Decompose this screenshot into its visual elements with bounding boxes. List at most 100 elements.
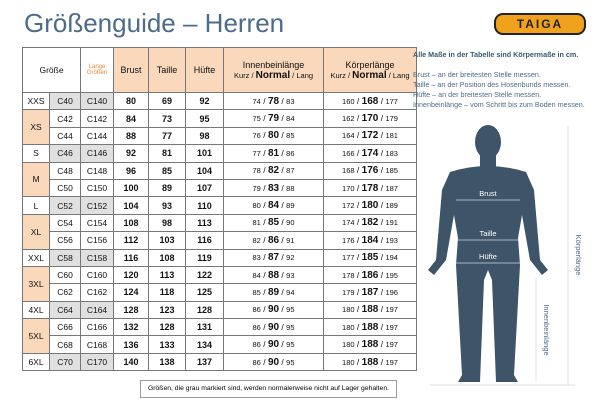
value: 92 <box>286 253 295 263</box>
value: 184 <box>361 234 379 246</box>
measure-cell: 88 <box>113 126 149 146</box>
value: 95 <box>286 357 295 367</box>
measure-cell: 124 <box>113 283 149 302</box>
title: Größenguide – Herren <box>24 8 285 38</box>
value: 82 <box>267 165 280 177</box>
code-cell: C166 <box>80 318 114 337</box>
col-header: Brust <box>113 47 149 93</box>
value: 176 <box>342 235 355 245</box>
header-text: Innenbeinlänge <box>242 59 305 70</box>
code-cell: C66 <box>49 318 81 337</box>
code-cell: C152 <box>80 196 114 215</box>
value: 180 <box>342 357 355 367</box>
measure-cell: 113 <box>185 213 224 233</box>
value: 86 <box>252 305 261 315</box>
measure-cell: 92 <box>185 91 224 111</box>
table-row: C62 C162 124 118 125 85 / 89 / 94 179 / 187 / … <box>23 283 417 302</box>
value: 87 <box>267 252 280 264</box>
value: 86 <box>252 357 261 367</box>
measure-cell: 125 <box>185 283 224 302</box>
code-cell: C168 <box>80 335 114 354</box>
value: 178 <box>342 270 355 280</box>
measure-cell: 96 <box>113 161 149 180</box>
range-cell: 84 / 88 / 93 <box>223 265 324 285</box>
value: 85 <box>267 217 280 229</box>
range-cell: 86 / 90 / 95 <box>223 335 324 354</box>
value: 79 <box>267 113 280 125</box>
notes: Alle Maße in der Tabelle sind Körpermaße… <box>413 50 593 110</box>
value: 188 <box>361 356 379 368</box>
code-cell: C70 <box>49 352 81 372</box>
size-cell: XXS <box>22 91 50 111</box>
value: 80 <box>252 201 261 211</box>
value: 86 <box>286 148 295 158</box>
value: 76 <box>252 131 261 141</box>
value: 90 <box>267 304 280 316</box>
value: 174 <box>361 147 379 159</box>
measure-cell: 110 <box>185 196 224 215</box>
range-cell: 77 / 81 / 86 <box>223 144 324 163</box>
range-cell: 86 / 90 / 95 <box>223 318 324 337</box>
measure-cell: 119 <box>185 248 224 267</box>
value: 84 <box>286 114 295 124</box>
measure-cell: 123 <box>148 300 186 320</box>
range-cell: 79 / 83 / 88 <box>223 178 324 198</box>
table-row: M C48 C148 96 85 104 78 / 82 / 87 168 / 176 / 1… <box>22 161 417 198</box>
value: 197 <box>385 357 398 367</box>
value: Kurz <box>330 70 346 80</box>
value: 74 <box>252 96 261 106</box>
code-cell: C58 <box>49 248 81 267</box>
code-cell: C44 <box>49 126 81 146</box>
code-cell: C162 <box>80 283 114 302</box>
value: 180 <box>342 340 355 350</box>
measure-cell: 116 <box>113 248 149 267</box>
measure-cell: 85 <box>148 161 186 180</box>
value: 90 <box>267 321 280 333</box>
header-sub: Kurz / Normal / Lang <box>330 69 410 81</box>
value: 78 <box>267 95 280 107</box>
value: 94 <box>286 287 295 297</box>
value: 180 <box>342 322 355 332</box>
figure-label: Hüfte <box>479 252 497 261</box>
size-cell: L <box>22 196 50 215</box>
range-cell: 85 / 89 / 94 <box>223 283 324 302</box>
code-cell: C62 <box>49 283 81 302</box>
measure-cell: 107 <box>185 178 224 198</box>
code-cell: C140 <box>80 91 114 111</box>
measure-cell: 108 <box>148 248 186 267</box>
value: 189 <box>385 201 398 211</box>
code-cell: C148 <box>80 161 114 180</box>
value: 168 <box>342 166 355 176</box>
table-row: C56 C156 112 103 116 82 / 86 / 91 176 / 184 / … <box>23 231 417 250</box>
value: 185 <box>361 252 379 264</box>
code-cell: C170 <box>80 352 114 372</box>
range-cell: 80 / 84 / 89 <box>223 196 324 215</box>
value: 86 <box>267 234 280 246</box>
range-cell: 82 / 86 / 91 <box>223 231 324 250</box>
size-cell: XS <box>22 109 50 146</box>
note-line: Hüfte – an der breitesten Stelle messen. <box>413 90 542 99</box>
measure-cell: 104 <box>113 196 149 215</box>
value: 95 <box>286 340 295 350</box>
table-row: 3XL C60 C160 120 113 122 84 / 88 / 93 178 / 186… <box>22 265 417 302</box>
value: 75 <box>252 114 261 124</box>
col-header: Taille <box>148 47 186 93</box>
value: 172 <box>361 130 379 142</box>
measure-cell: 138 <box>148 352 186 372</box>
table-row: XL C54 C154 108 98 113 81 / 85 / 90 174 / 182 /… <box>22 213 417 250</box>
value: 86 <box>252 322 261 332</box>
table-row: 6XL C70 C170 140 138 137 86 / 90 / 95 180 / 188… <box>22 352 417 372</box>
table-row: C68 C168 136 133 134 86 / 90 / 95 180 / 188 / … <box>23 335 417 354</box>
value: 187 <box>361 286 379 298</box>
value: 196 <box>385 287 398 297</box>
value: 83 <box>286 96 295 106</box>
range-cell: 170 / 178 / 187 <box>323 178 417 198</box>
code-cell: C46 <box>49 144 81 163</box>
table-row: 4XL C64 C164 128 123 128 86 / 90 / 95 180 / 188… <box>22 300 417 320</box>
code-cell: C164 <box>80 300 114 320</box>
range-cell: 177 / 185 / 194 <box>323 248 417 267</box>
code-cell: C142 <box>80 109 114 128</box>
value: 193 <box>385 235 398 245</box>
value: 160 <box>342 96 355 106</box>
